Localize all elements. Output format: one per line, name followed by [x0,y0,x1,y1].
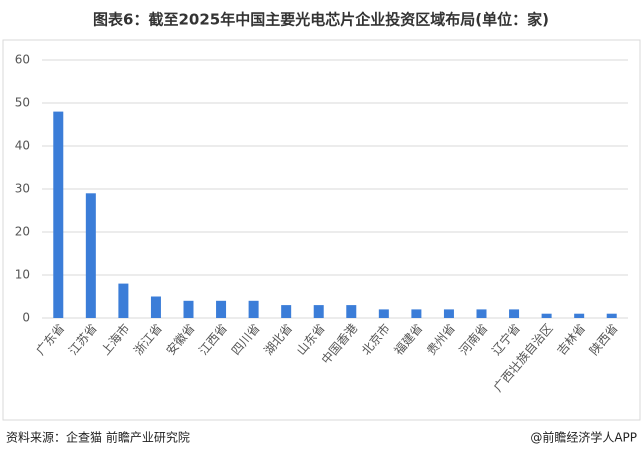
x-tick-label: 河南省 [456,321,491,358]
bar [53,111,64,318]
x-tick-label: 浙江省 [131,321,165,358]
y-tick-label: 30 [15,182,30,196]
y-tick-label: 60 [15,53,30,67]
y-tick-label: 10 [15,268,30,282]
bar [281,305,292,318]
bar [574,313,585,318]
credit: @前瞻经济学人APP [530,430,637,445]
y-tick-label: 50 [15,96,30,110]
bar [118,283,129,318]
bar [541,313,552,318]
source: 资料来源：企查猫 前瞻产业研究院 [6,430,190,445]
x-tick-label: 福建省 [391,321,426,358]
x-tick-label: 广东省 [33,321,67,358]
y-tick-label: 40 [15,139,30,153]
x-tick-label: 贵州省 [424,321,458,358]
bar [606,313,617,318]
bar [248,300,259,318]
bar [150,296,161,318]
bar [476,309,487,318]
bar [411,309,422,318]
x-tick-label: 北京市 [358,321,393,358]
x-tick-label: 上海市 [98,321,133,358]
x-tick-label: 江苏省 [66,321,100,358]
x-tick-label: 吉林省 [554,321,588,358]
y-tick-label: 20 [15,225,30,239]
bar [313,305,324,318]
x-tick-label: 陕西省 [586,321,621,358]
bar [85,193,96,318]
chart-frame [2,39,641,421]
bar [216,300,227,318]
bar [443,309,454,318]
x-tick-label: 四川省 [229,321,263,358]
x-tick-label: 湖北省 [261,321,296,358]
bar [183,300,194,318]
bar [509,309,520,318]
x-tick-label: 广西壮族自治区 [491,321,556,394]
x-tick-label: 江西省 [196,321,230,358]
y-tick-label: 0 [22,311,30,325]
x-tick-label: 安徽省 [163,321,198,358]
bar [346,305,357,318]
chart-title: 图表6：截至2025年中国主要光电芯片企业投资区域布局(单位：家) [93,11,549,29]
bar [378,309,389,318]
